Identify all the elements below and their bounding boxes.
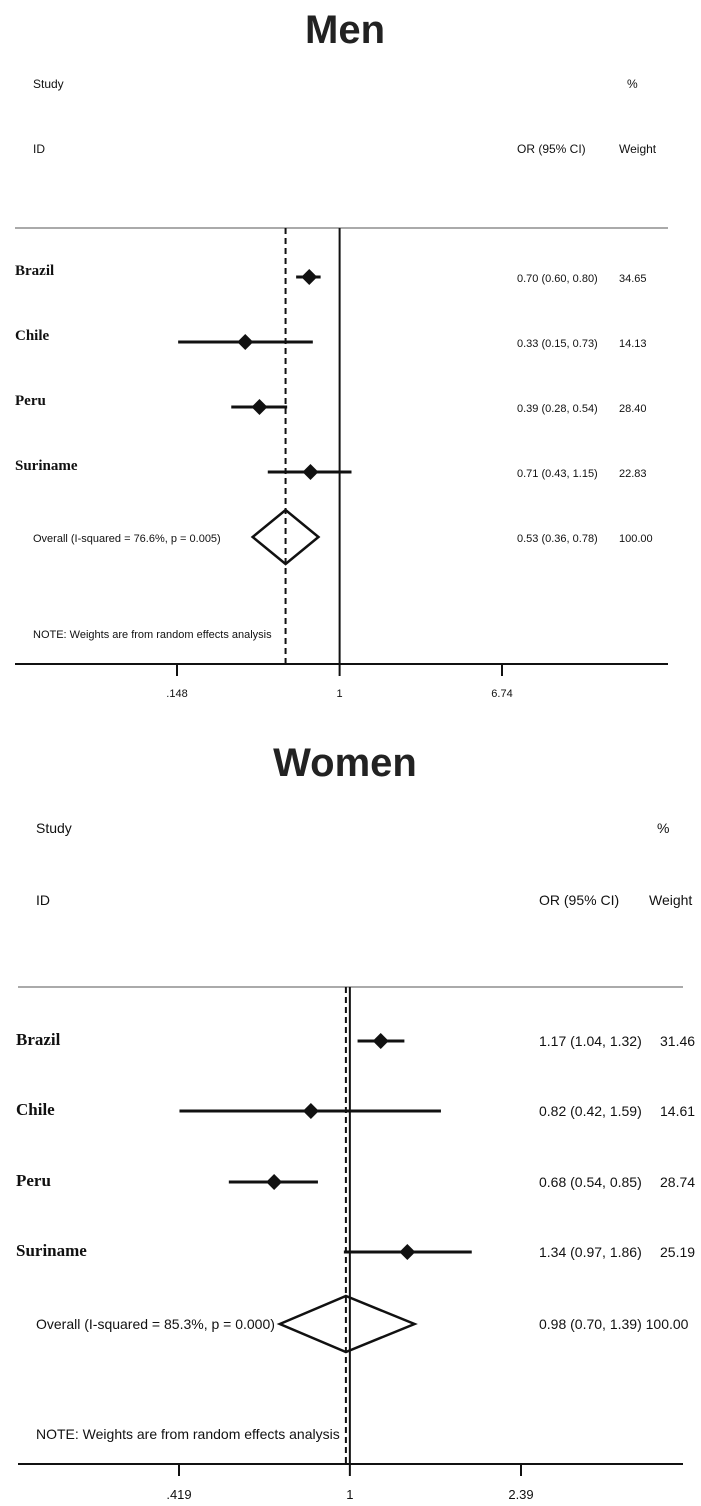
header-weight: Weight [649, 892, 692, 908]
overall-weight-text: 100.00 [619, 533, 653, 545]
point-estimate-marker [302, 464, 319, 480]
weight-text: 25.19 [660, 1244, 695, 1260]
point-estimate-marker [266, 1174, 283, 1190]
point-estimate-marker [301, 269, 318, 285]
overall-label: Overall (I-squared = 85.3%, p = 0.000) [36, 1316, 275, 1332]
or-ci-text: 0.71 (0.43, 1.15) [517, 468, 598, 480]
study-label: Suriname [15, 458, 78, 474]
header-percent: % [627, 77, 638, 91]
study-label: Brazil [16, 1030, 61, 1049]
chart-title: Women [273, 745, 417, 785]
study-label: Suriname [16, 1241, 87, 1260]
header-study: Study [33, 77, 64, 91]
weight-text: 31.46 [660, 1033, 695, 1049]
or-ci-text: 0.39 (0.28, 0.54) [517, 403, 598, 415]
point-estimate-marker [302, 1103, 319, 1119]
forest-plot-women-svg: Women Study ID OR (95% CI)% Weight Brazil 1.17… [16, 745, 695, 1502]
or-ci-text: 1.34 (0.97, 1.86) [539, 1244, 642, 1260]
chart-title: Men [305, 8, 385, 52]
weight-text: 34.65 [619, 273, 647, 285]
or-ci-text: 0.68 (0.54, 0.85) [539, 1174, 642, 1190]
weight-text: 14.13 [619, 338, 647, 350]
x-tick-label: .419 [166, 1487, 191, 1502]
forest-plot-men: Men Study ID OR (95% CI)% Weight Brazil 0.70 (… [0, 0, 701, 745]
or-ci-text: 0.33 (0.15, 0.73) [517, 338, 598, 350]
overall-label: Overall (I-squared = 76.6%, p = 0.005) [33, 533, 221, 545]
header-weight: Weight [619, 142, 657, 156]
weight-text: 28.74 [660, 1174, 695, 1190]
point-estimate-marker [251, 399, 268, 415]
x-tick-label: 2.39 [508, 1487, 533, 1502]
weight-text: 28.40 [619, 403, 647, 415]
point-estimate-marker [372, 1033, 389, 1049]
header-percent: % [657, 820, 669, 836]
x-tick-label: 1 [337, 688, 343, 700]
or-ci-text: 0.70 (0.60, 0.80) [517, 273, 598, 285]
header-study: Study [36, 820, 72, 836]
x-tick-label: .148 [166, 688, 187, 700]
note-text: NOTE: Weights are from random effects an… [33, 629, 272, 641]
point-estimate-marker [237, 334, 254, 350]
header-id: ID [33, 142, 45, 156]
weight-text: 14.61 [660, 1103, 695, 1119]
forest-plot-men-svg: Men Study ID OR (95% CI)% Weight Brazil 0.70 (… [15, 8, 668, 700]
forest-plot-women: Women Study ID OR (95% CI)% Weight Brazil 1.17… [0, 745, 701, 1506]
overall-diamond [276, 1294, 418, 1354]
x-tick-label: 6.74 [491, 688, 512, 700]
x-tick-label: 1 [346, 1487, 353, 1502]
overall-or-ci-text: 0.53 (0.36, 0.78) [517, 533, 598, 545]
or-ci-text: 0.82 (0.42, 1.59) [539, 1103, 642, 1119]
header-or-ci: OR (95% CI) [517, 142, 586, 156]
study-label: Chile [15, 328, 50, 344]
point-estimate-marker [399, 1244, 416, 1260]
overall-diamond [250, 508, 321, 566]
overall-or-ci-text: 0.98 (0.70, 1.39) 100.00 [539, 1316, 689, 1332]
or-ci-text: 1.17 (1.04, 1.32) [539, 1033, 642, 1049]
weight-text: 22.83 [619, 468, 647, 480]
note-text: NOTE: Weights are from random effects an… [36, 1426, 340, 1442]
study-label: Brazil [15, 263, 54, 279]
study-label: Peru [16, 1171, 51, 1190]
header-id: ID [36, 892, 50, 908]
study-label: Chile [16, 1100, 55, 1119]
study-label: Peru [15, 393, 46, 409]
header-or-ci: OR (95% CI) [539, 892, 619, 908]
